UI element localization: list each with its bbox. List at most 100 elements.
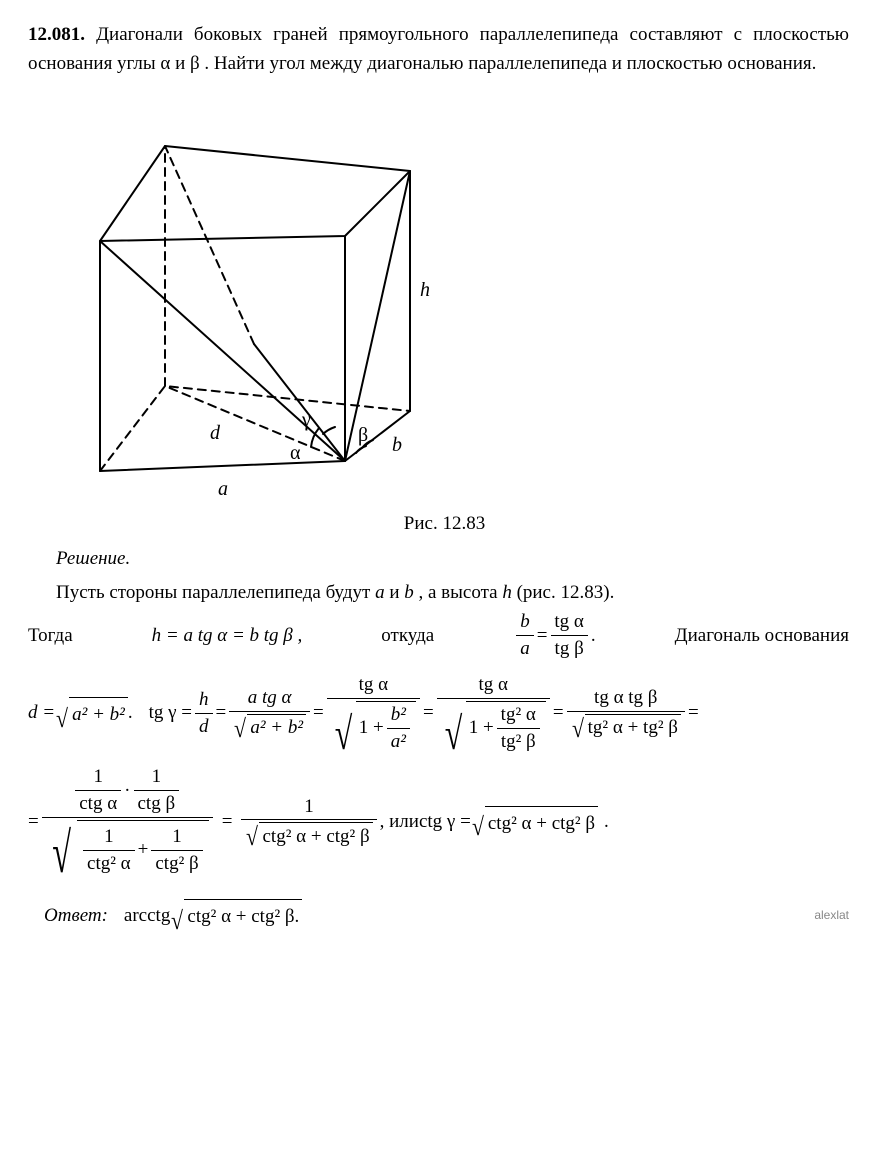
num: h xyxy=(195,689,213,713)
var-h: h xyxy=(502,582,512,603)
mul-dot: · xyxy=(124,780,130,802)
eq-chain-2: = 1 ctg α · 1 ctg β √ 1 ctg² α + xyxy=(28,766,849,877)
frac-b-over-a: b a xyxy=(516,611,534,660)
sqrt: √ ctg² α + ctg² β xyxy=(245,822,372,848)
num: 1 xyxy=(100,826,118,850)
den: √ 1 ctg² α + 1 ctg² β xyxy=(42,817,213,877)
den: a² xyxy=(387,728,410,753)
frac-atga-sqrt: a tg α √ a² + b² xyxy=(229,687,310,740)
period: . xyxy=(128,698,133,727)
radicand: ctg² α + ctg² β xyxy=(485,806,598,838)
problem-number: 12.081. xyxy=(28,24,85,45)
num: 1 xyxy=(89,766,107,790)
radical-icon: √ xyxy=(572,716,584,742)
eq: = xyxy=(537,621,548,650)
den: √ tg² α + tg² β xyxy=(567,711,685,740)
one-plus: 1 + xyxy=(469,717,494,739)
den: tg β xyxy=(551,635,588,660)
eq: = xyxy=(216,698,227,727)
text-diag: Диагональ основания xyxy=(675,621,849,650)
den: √ a² + b² xyxy=(229,711,310,740)
frac-1-ctga: 1 ctg α xyxy=(75,766,121,815)
frac-ba-eq: b a = tg α tg β . xyxy=(513,611,595,660)
eq-chain-1: d = √ a² + b² . tg γ = h d = a tg α √ a²… xyxy=(28,674,849,753)
den: ctg² β xyxy=(151,850,202,875)
sqrt: √ a² + b² xyxy=(233,714,306,740)
label-beta: β xyxy=(358,424,368,446)
radicand: 1 + b² a² xyxy=(356,701,416,753)
problem-statement: 12.081. Диагонали боковых граней прямоуг… xyxy=(28,20,849,79)
frac-h-d: h d xyxy=(195,689,213,738)
radicand: 1 + tg² α tg² β xyxy=(466,701,546,753)
text: Пусть стороны параллелепипеда будут xyxy=(56,582,375,603)
eq: = xyxy=(28,807,39,836)
label-h: h xyxy=(420,279,430,301)
num: 1 xyxy=(300,796,318,820)
den: √ 1 + tg² α tg² β xyxy=(437,698,550,753)
radicand: a² + b² xyxy=(247,714,306,740)
sqrt-ctg-result: √ ctg² α + ctg² β xyxy=(471,806,598,838)
num: b² xyxy=(387,704,410,728)
num: 1 ctg α · 1 ctg β xyxy=(68,766,186,817)
sqrt-a2b2: √ a² + b² xyxy=(55,697,128,729)
frac-1-ctg2a: 1 ctg² α xyxy=(83,826,135,875)
sqrt: √ 1 ctg² α + 1 ctg² β xyxy=(46,820,209,877)
frac-tg2a-tg2b: tg² α tg² β xyxy=(497,704,540,753)
sqrt: √ tg² α + tg² β xyxy=(571,714,681,740)
num: 1 xyxy=(168,826,186,850)
plus: + xyxy=(138,839,149,861)
radical-icon: √ xyxy=(171,908,183,934)
radical-icon: √ xyxy=(472,814,484,840)
one-plus: 1 + xyxy=(359,717,384,739)
num: tg α tg β xyxy=(590,687,661,711)
label-gamma: γ xyxy=(301,409,311,431)
label-b: b xyxy=(392,434,402,456)
num: 1 xyxy=(148,766,166,790)
dot: . xyxy=(591,621,596,650)
frac-tgatgb-over-sqrt: tg α tg β √ tg² α + tg² β xyxy=(567,687,685,740)
parallelepiped-diagram: a b h d α β γ xyxy=(40,91,440,501)
problem-text: Диагонали боковых граней прямоугольного … xyxy=(28,24,849,74)
figure: a b h d α β γ Рис. 12.83 xyxy=(40,91,849,538)
solution-heading: Решение. xyxy=(28,544,849,573)
solution-line-1: Пусть стороны параллелепипеда будут a и … xyxy=(28,578,849,607)
text: и xyxy=(389,582,404,603)
num: tg² α xyxy=(497,704,540,728)
radical-icon: √ xyxy=(52,825,71,882)
radical-icon: √ xyxy=(56,706,68,732)
frac-b2-a2: b² a² xyxy=(387,704,410,753)
text-then: Тогда xyxy=(28,621,73,650)
solution-line-2: Тогда h = a tg α = b tg β , откуда b a =… xyxy=(28,611,849,660)
dot: . xyxy=(604,807,609,836)
d-eq: d = xyxy=(28,698,55,727)
eq: = xyxy=(423,698,434,727)
answer-row: Ответ: arcctg √ ctg² α + ctg² β. alexlat xyxy=(28,899,849,931)
tg-gamma: tg γ = xyxy=(149,698,192,727)
den: tg² β xyxy=(497,728,540,753)
num: a tg α xyxy=(244,687,296,711)
radical-icon: √ xyxy=(234,716,246,742)
eq: = xyxy=(553,698,564,727)
frac-1-ctgb: 1 ctg β xyxy=(134,766,180,815)
radical-icon: √ xyxy=(246,824,258,850)
text: (рис. 12.83). xyxy=(517,582,615,603)
num: b xyxy=(516,611,534,635)
sqrt: √ 1 + tg² α tg² β xyxy=(441,701,546,753)
var-b: b xyxy=(404,582,414,603)
den: ctg β xyxy=(134,790,180,815)
arcctg: arcctg xyxy=(124,901,170,930)
label-alpha: α xyxy=(290,442,301,464)
den: a xyxy=(516,635,534,660)
label-d: d xyxy=(210,422,221,444)
ctg-gamma: ctg γ = xyxy=(419,807,471,836)
radical-icon: √ xyxy=(444,711,462,757)
den: ctg² α xyxy=(83,850,135,875)
num: tg α xyxy=(475,674,512,698)
sqrt: √ 1 + b² a² xyxy=(331,701,416,753)
answer-label: Ответ: xyxy=(44,901,108,930)
radicand: 1 ctg² α + 1 ctg² β xyxy=(77,820,209,877)
watermark: alexlat xyxy=(814,906,849,925)
radicand: ctg² α + ctg² β. xyxy=(184,899,302,931)
eq: = xyxy=(313,698,324,727)
text: , а высота xyxy=(418,582,502,603)
